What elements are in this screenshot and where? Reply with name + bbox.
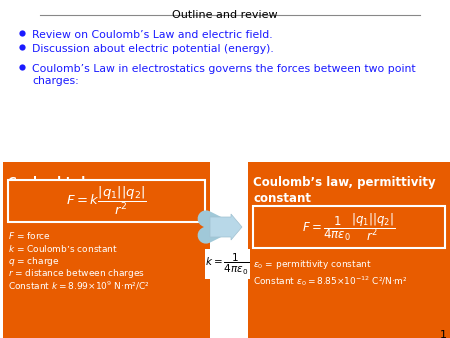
Text: $F = \dfrac{1}{4\pi\varepsilon_0}\dfrac{|q_1||q_2|}{r^2}$: $F = \dfrac{1}{4\pi\varepsilon_0}\dfrac{… bbox=[302, 211, 396, 243]
Bar bbox=[248, 162, 450, 338]
Text: $k$ = Coulomb’s constant: $k$ = Coulomb’s constant bbox=[8, 243, 118, 254]
Text: $r$ = distance between charges: $r$ = distance between charges bbox=[8, 267, 145, 280]
Bar bbox=[3, 162, 210, 338]
Bar bbox=[253, 206, 445, 248]
Text: $q$ = charge: $q$ = charge bbox=[8, 255, 60, 268]
Text: Discussion about electric potential (energy).: Discussion about electric potential (ene… bbox=[32, 44, 274, 54]
Text: $F$ = force: $F$ = force bbox=[8, 230, 51, 241]
Bar bbox=[8, 180, 205, 222]
Text: Coulomb’s law: Coulomb’s law bbox=[8, 176, 104, 189]
Text: Constant $\varepsilon_0 = 8.85{\times}10^{-12}$ C²/N·m²: Constant $\varepsilon_0 = 8.85{\times}10… bbox=[253, 274, 408, 288]
Text: $\varepsilon_0$ = permittivity constant: $\varepsilon_0$ = permittivity constant bbox=[253, 258, 372, 271]
Text: Coulomb’s law, permittivity
constant: Coulomb’s law, permittivity constant bbox=[253, 176, 436, 205]
Text: $k=\dfrac{1}{4\pi\varepsilon_0}$: $k=\dfrac{1}{4\pi\varepsilon_0}$ bbox=[206, 251, 250, 276]
Bar bbox=[205, 249, 250, 279]
Text: 1: 1 bbox=[440, 330, 447, 338]
Text: Outline and review: Outline and review bbox=[172, 10, 278, 20]
Text: $F = k\dfrac{|q_1||q_2|}{r^2}$: $F = k\dfrac{|q_1||q_2|}{r^2}$ bbox=[66, 185, 147, 217]
Text: charges:: charges: bbox=[32, 76, 79, 86]
Text: Review on Coulomb’s Law and electric field.: Review on Coulomb’s Law and electric fie… bbox=[32, 30, 273, 40]
FancyArrow shape bbox=[210, 214, 242, 240]
Text: Coulomb’s Law in electrostatics governs the forces between two point: Coulomb’s Law in electrostatics governs … bbox=[32, 64, 416, 74]
Text: Constant $k = 8.99{\times}10^9$ N·m²/C²: Constant $k = 8.99{\times}10^9$ N·m²/C² bbox=[8, 280, 150, 292]
